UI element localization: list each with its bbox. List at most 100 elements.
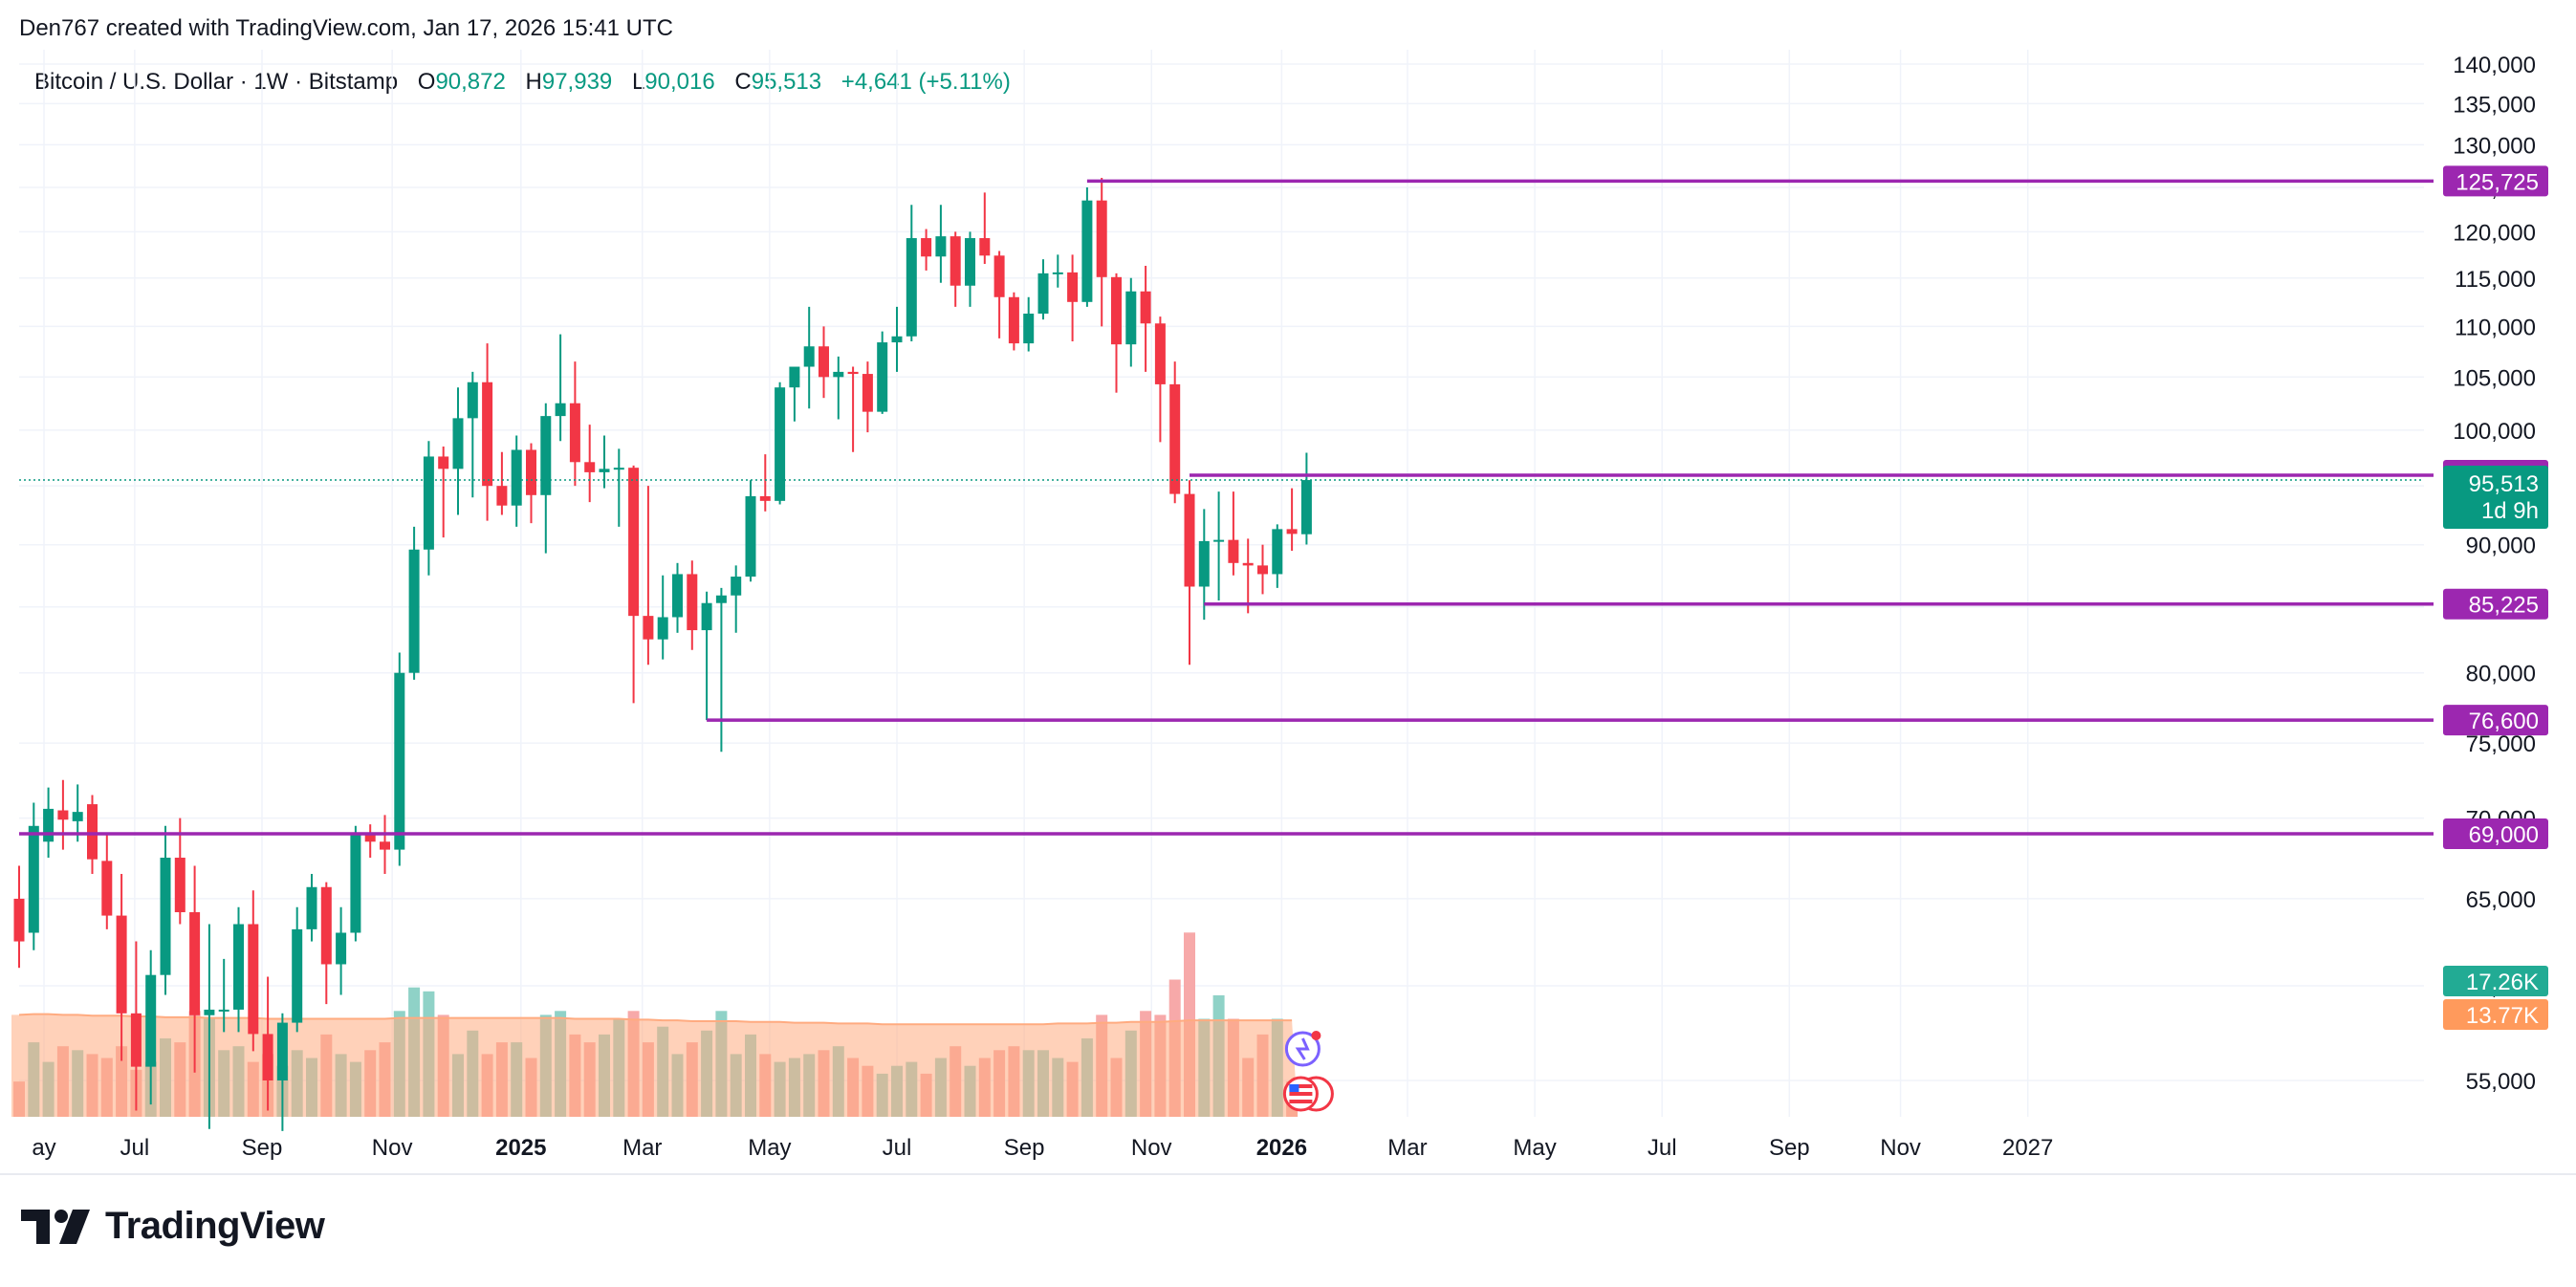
candle[interactable] (1198, 509, 1210, 621)
candle[interactable] (496, 451, 508, 515)
candle[interactable] (745, 480, 756, 582)
candle[interactable] (423, 441, 434, 576)
candle[interactable] (306, 873, 317, 942)
candle[interactable] (643, 486, 654, 665)
candle[interactable] (1272, 524, 1283, 588)
candle[interactable] (1140, 266, 1151, 372)
candle[interactable] (28, 802, 39, 950)
candle[interactable] (819, 326, 829, 399)
candle[interactable] (1052, 254, 1063, 288)
candle[interactable] (1169, 361, 1181, 504)
candle[interactable] (1037, 259, 1049, 320)
candle[interactable] (993, 251, 1005, 338)
candle[interactable] (336, 906, 347, 995)
candle[interactable] (233, 906, 244, 1033)
candle[interactable] (950, 231, 961, 307)
candle[interactable] (204, 924, 215, 1129)
candle[interactable] (906, 205, 917, 342)
candle[interactable] (350, 825, 361, 942)
candle[interactable] (613, 448, 624, 527)
candle[interactable] (1008, 292, 1019, 351)
candle[interactable] (394, 652, 405, 866)
candle[interactable] (540, 403, 552, 554)
price-axis[interactable]: 55,00060,00065,00070,00075,00080,00085,0… (2453, 53, 2536, 1095)
candle[interactable] (130, 941, 142, 1111)
candle[interactable] (1300, 452, 1312, 545)
candles[interactable] (13, 177, 2425, 1131)
candle[interactable] (13, 865, 25, 969)
candle[interactable] (672, 562, 683, 633)
candle[interactable] (759, 454, 771, 512)
candle[interactable] (935, 205, 947, 283)
candle[interactable] (965, 231, 975, 307)
candle[interactable] (408, 526, 420, 680)
candle[interactable] (1023, 296, 1035, 352)
candle[interactable] (569, 361, 580, 487)
candle[interactable] (467, 371, 478, 498)
candle[interactable] (116, 873, 127, 1061)
candle[interactable] (160, 825, 171, 995)
candle[interactable] (731, 565, 742, 633)
candle[interactable] (775, 382, 786, 505)
candle-body (993, 255, 1005, 297)
candle[interactable] (511, 435, 522, 527)
candle[interactable] (1286, 488, 1298, 552)
candle[interactable] (145, 949, 157, 1105)
candle[interactable] (380, 815, 390, 874)
candle[interactable] (482, 343, 493, 521)
candle[interactable] (877, 331, 888, 414)
candle[interactable] (891, 306, 903, 372)
event-icons[interactable] (1282, 1031, 1334, 1112)
candle[interactable] (452, 387, 464, 515)
candle[interactable] (262, 976, 273, 1111)
candle[interactable] (789, 366, 800, 422)
candle[interactable] (1184, 480, 1195, 665)
candle[interactable] (1257, 544, 1268, 595)
candle[interactable] (657, 575, 668, 660)
candle[interactable] (1125, 277, 1137, 367)
candle[interactable] (101, 833, 113, 929)
candle[interactable] (438, 447, 449, 538)
us-flag-event-icon[interactable] (1282, 1076, 1334, 1112)
candle[interactable] (847, 366, 859, 452)
candle[interactable] (628, 465, 640, 704)
candle[interactable] (364, 824, 376, 858)
candle[interactable] (862, 361, 873, 433)
candle[interactable] (584, 425, 596, 503)
level-badge-125725-bg (2443, 165, 2548, 197)
symbol-title[interactable]: Bitcoin / U.S. Dollar · 1W · Bitstamp (34, 69, 399, 95)
candle[interactable] (276, 1013, 288, 1131)
ai-event-icon[interactable] (1284, 1031, 1321, 1067)
time-axis[interactable]: ay Jul Sep Nov 2025 Mar May Jul Sep Nov 2026 Mar May… (32, 1135, 2053, 1161)
candle[interactable] (248, 890, 259, 1052)
candle[interactable] (189, 865, 201, 1073)
tradingview-logo[interactable]: TradingView (21, 1205, 325, 1248)
candle[interactable] (1213, 491, 1225, 601)
candle[interactable] (1096, 177, 1107, 327)
candle[interactable] (57, 779, 69, 850)
candle[interactable] (715, 587, 727, 753)
candle[interactable] (687, 560, 698, 650)
candle[interactable] (1081, 186, 1093, 307)
volume-bars (11, 932, 1299, 1117)
candle[interactable] (1154, 316, 1166, 443)
horizontal-levels[interactable] (19, 179, 2434, 836)
candle[interactable] (218, 958, 229, 1033)
candle[interactable] (701, 591, 712, 721)
candle[interactable] (292, 906, 303, 1033)
candle[interactable] (979, 192, 991, 265)
candle[interactable] (1111, 273, 1122, 393)
candle[interactable] (803, 306, 815, 409)
candle[interactable] (320, 882, 332, 1005)
candle[interactable] (526, 443, 536, 524)
notification-dot-icon (1311, 1031, 1321, 1040)
candle[interactable] (921, 229, 932, 271)
candle[interactable] (1242, 538, 1254, 614)
candle[interactable] (833, 356, 844, 420)
candle[interactable] (1067, 254, 1079, 342)
candle[interactable] (555, 334, 566, 442)
candle[interactable] (43, 787, 55, 858)
candle[interactable] (1228, 491, 1239, 576)
candle[interactable] (174, 818, 186, 925)
